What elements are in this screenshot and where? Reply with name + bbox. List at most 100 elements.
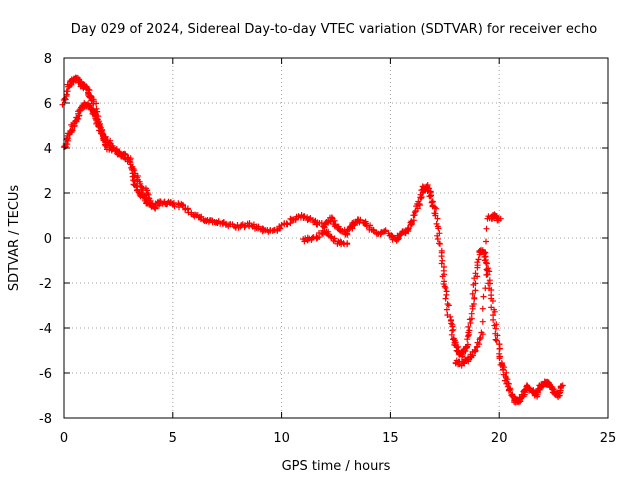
data-point — [472, 280, 479, 287]
data-point — [63, 88, 70, 95]
data-point — [503, 369, 510, 376]
data-point — [432, 210, 439, 217]
data-point — [433, 205, 440, 212]
data-point — [76, 112, 83, 119]
data-point — [63, 136, 70, 143]
data-point — [301, 213, 308, 220]
data-point — [494, 217, 501, 224]
data-point — [479, 318, 486, 325]
data-point — [450, 326, 457, 333]
data-point — [479, 331, 486, 338]
data-point — [496, 355, 503, 362]
data-point — [472, 270, 479, 277]
data-point — [427, 193, 434, 200]
data-series — [59, 74, 566, 406]
data-point — [489, 298, 496, 304]
data-point — [439, 273, 446, 280]
data-point — [277, 225, 284, 232]
data-point — [152, 205, 158, 212]
data-point — [435, 225, 442, 232]
y-tick-label: -6 — [39, 367, 52, 382]
y-tick-label: -8 — [39, 412, 52, 427]
data-point — [492, 336, 499, 343]
data-point — [482, 249, 489, 256]
data-point — [438, 253, 445, 260]
data-point — [442, 284, 449, 291]
data-point — [428, 192, 434, 199]
data-point — [415, 198, 422, 205]
data-point — [444, 301, 451, 307]
data-point — [483, 225, 490, 232]
data-point — [480, 293, 487, 300]
data-point — [483, 238, 489, 245]
data-point — [447, 313, 454, 320]
y-tick-label: -4 — [39, 322, 52, 337]
data-point — [357, 216, 364, 223]
data-point — [127, 159, 134, 166]
data-point — [475, 256, 482, 263]
data-point — [506, 386, 513, 393]
data-point — [465, 323, 472, 330]
data-point — [463, 344, 470, 351]
data-point — [382, 227, 389, 234]
data-point — [471, 294, 478, 301]
data-point — [493, 337, 500, 344]
data-point — [505, 380, 512, 387]
data-point — [448, 331, 455, 338]
y-axis-label: SDTVAR / TECUs — [7, 185, 22, 292]
data-point — [445, 302, 452, 309]
data-point — [500, 367, 506, 373]
x-axis-ticks: 0 5 10 15 20 25 — [60, 58, 616, 446]
data-point — [479, 305, 486, 312]
data-point — [490, 316, 497, 323]
x-tick-label: 20 — [491, 431, 508, 446]
data-point — [496, 345, 503, 352]
data-point — [474, 259, 481, 266]
data-point — [464, 336, 471, 343]
data-point — [483, 271, 490, 278]
data-point — [164, 201, 171, 207]
y-axis-ticks: -8 -6 -4 -2 0 2 4 6 8 — [39, 52, 608, 427]
data-point — [469, 290, 476, 297]
data-point — [474, 273, 481, 280]
data-point — [559, 382, 566, 389]
y-tick-label: 2 — [44, 187, 52, 202]
data-point — [431, 204, 438, 211]
data-point — [428, 199, 435, 206]
data-point — [494, 332, 501, 339]
y-tick-label: 8 — [44, 52, 52, 67]
x-tick-label: 10 — [273, 431, 290, 446]
data-point — [466, 327, 473, 334]
data-point — [524, 383, 531, 390]
x-axis-label: GPS time / hours — [282, 459, 391, 474]
data-point — [434, 215, 441, 222]
data-point — [483, 260, 490, 267]
data-point — [497, 215, 504, 222]
data-point — [470, 301, 477, 307]
data-point — [448, 320, 455, 327]
data-point — [477, 334, 484, 341]
data-point — [411, 209, 418, 216]
data-point — [491, 322, 498, 329]
data-point — [338, 228, 345, 235]
y-tick-label: 6 — [44, 97, 52, 112]
data-point — [468, 310, 475, 317]
data-point — [546, 380, 552, 387]
data-point — [488, 287, 495, 293]
series-1 — [60, 100, 504, 369]
x-tick-label: 25 — [600, 431, 617, 446]
data-point — [118, 153, 125, 160]
data-point — [437, 240, 443, 247]
x-tick-label: 5 — [169, 431, 177, 446]
data-point — [442, 295, 449, 302]
data-point — [301, 238, 308, 245]
data-point — [331, 217, 338, 224]
y-tick-label: 4 — [44, 142, 52, 157]
data-point — [93, 100, 100, 107]
data-point — [472, 287, 479, 294]
data-point — [443, 306, 450, 313]
data-point — [474, 339, 481, 346]
data-point — [493, 213, 500, 220]
data-point — [483, 259, 489, 266]
